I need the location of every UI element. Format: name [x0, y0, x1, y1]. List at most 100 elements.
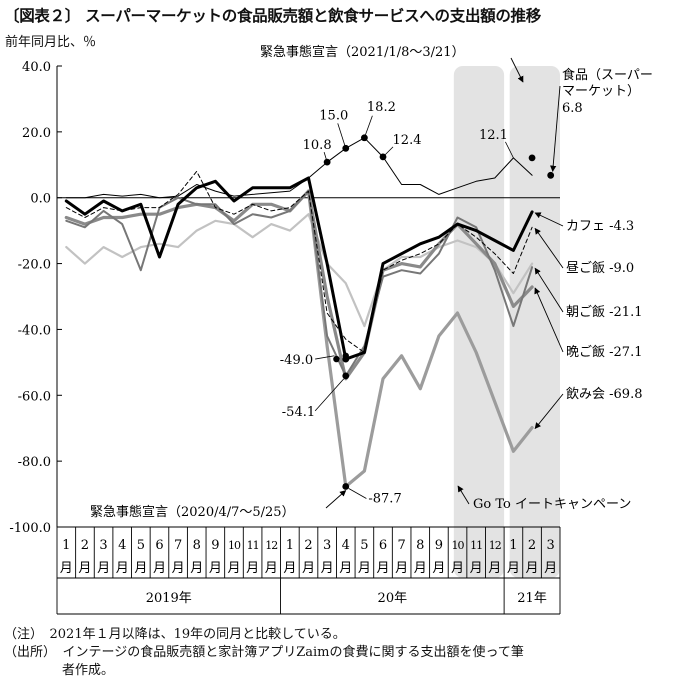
series-arrow [534, 393, 564, 430]
month-label: 2 [81, 538, 89, 553]
month-suffix: 月 [209, 561, 222, 576]
month-label: 7 [398, 538, 406, 553]
month-label: 8 [416, 538, 424, 553]
year-label: 21年 [517, 591, 547, 606]
series-label-cafe: カフェ -4.3 [566, 219, 634, 234]
month-suffix: 月 [97, 561, 110, 576]
series-line-light [65, 213, 534, 328]
month-suffix: 月 [172, 561, 185, 576]
data-label-food-apr: 10.8 [303, 138, 332, 153]
annotation-goto-eat: Go To イートキャンペーン [473, 497, 631, 512]
data-point-food [547, 171, 555, 179]
month-suffix: 月 [60, 561, 73, 576]
leader-line [323, 152, 328, 163]
shaded-period-emergency-2021 [509, 66, 560, 578]
annotation-emergency-2021: 緊急事態宣言（2021/1/8～3/21） [260, 44, 465, 60]
month-suffix: 月 [190, 561, 203, 576]
y-axis-unit-label: 前年同月比、％ [5, 35, 97, 50]
month-suffix: 月 [302, 561, 315, 576]
series-line-cafe [64, 176, 534, 361]
month-label: 5 [360, 538, 368, 553]
month-suffix: 月 [265, 561, 278, 576]
data-label-drinking-min: -87.7 [368, 491, 401, 506]
leader-line [337, 123, 347, 149]
month-suffix: 月 [470, 561, 483, 576]
month-suffix: 月 [414, 561, 427, 576]
month-suffix: 月 [246, 561, 259, 576]
annotation-arrow [510, 57, 524, 83]
month-suffix: 月 [321, 561, 334, 576]
series-line-breakfast [65, 190, 534, 377]
data-point-food [360, 134, 368, 142]
month-label: 4 [342, 538, 350, 553]
line-chart: 40.020.00.0-20.0-40.0-60.0-80.0-100.01月2… [9, 44, 653, 615]
data-label-breakfast-min: -54.1 [282, 405, 315, 420]
series-arrow [534, 287, 564, 353]
series-arrow [534, 212, 564, 227]
month-suffix: 月 [227, 561, 240, 576]
data-label-cafe-min: -49.0 [280, 353, 313, 368]
month-suffix: 月 [395, 561, 408, 576]
data-label-food-jun: 18.2 [367, 100, 396, 115]
chart-title: 〔図表２〕 スーパーマーケットの食品販売額と飲食サービスへの支出額の推移 [4, 7, 541, 25]
series-arrow [550, 85, 561, 172]
month-label: 6 [155, 538, 163, 553]
series-line-food [65, 137, 533, 199]
data-point-breakfast [342, 372, 350, 380]
month-label: 1 [286, 538, 294, 553]
series-label-drinking: 飲み会 -69.8 [566, 386, 642, 402]
month-suffix: 月 [358, 561, 371, 576]
leader-line [505, 141, 514, 159]
month-label: 5 [137, 538, 145, 553]
data-label-food-may: 15.0 [319, 108, 348, 123]
leader-line [348, 488, 367, 499]
month-label: 1 [62, 538, 70, 553]
data-label-food-jan21: 12.1 [479, 128, 508, 143]
y-tick-label: 40.0 [22, 60, 51, 75]
leader-line [364, 115, 373, 138]
footnote: （注） 2021年１月以降は、19年の同月と比較している。 [4, 627, 346, 642]
data-label-food-jul: 12.4 [393, 133, 422, 148]
month-label: 1 [509, 538, 517, 553]
month-suffix: 月 [134, 561, 147, 576]
leader-line [382, 146, 394, 158]
month-suffix: 月 [78, 561, 91, 576]
y-tick-label: 20.0 [22, 126, 51, 141]
series-label-food-value: 6.8 [562, 101, 583, 116]
series-arrow [534, 227, 564, 269]
data-point-cafe [342, 352, 349, 359]
month-suffix: 月 [116, 561, 129, 576]
data-point-drinking [342, 483, 350, 490]
month-label: 4 [118, 538, 126, 553]
shaded-period-goto-eat [453, 66, 505, 578]
series-label-food: 食品（スーパー [562, 67, 653, 83]
data-point-food [342, 144, 350, 152]
year-label: 2019年 [146, 591, 192, 606]
month-suffix: 月 [283, 561, 296, 576]
source-note-continued: 者作成。 [62, 663, 115, 678]
series-arrow [534, 267, 564, 313]
month-label: 9 [435, 538, 443, 553]
month-label: 11 [470, 539, 482, 552]
month-label: 9 [211, 538, 219, 553]
month-label: 12 [489, 539, 501, 552]
month-label: 3 [99, 538, 107, 553]
month-suffix: 月 [526, 561, 539, 576]
series-label-dinner: 晩ご飯 -27.1 [566, 344, 642, 360]
month-suffix: 月 [488, 561, 501, 576]
series-label-food-line2: マーケット） [562, 84, 640, 99]
y-tick-label: -20.0 [18, 258, 51, 273]
month-label: 3 [323, 538, 331, 553]
annotation-arrow [325, 490, 347, 509]
month-suffix: 月 [544, 561, 557, 576]
source-note: （出所） インテージの食品販売額と家計簿アプリZaimの食費に関する支出額を使っ… [4, 645, 524, 660]
month-label: 10 [228, 539, 241, 552]
month-suffix: 月 [432, 561, 445, 576]
month-suffix: 月 [451, 561, 464, 576]
y-tick-label: -100.0 [9, 521, 51, 536]
month-label: 2 [528, 538, 536, 553]
month-label: 3 [547, 538, 555, 553]
annotation-emergency-2020: 緊急事態宣言（2020/4/7～5/25） [90, 504, 295, 520]
leader-line [315, 355, 335, 360]
